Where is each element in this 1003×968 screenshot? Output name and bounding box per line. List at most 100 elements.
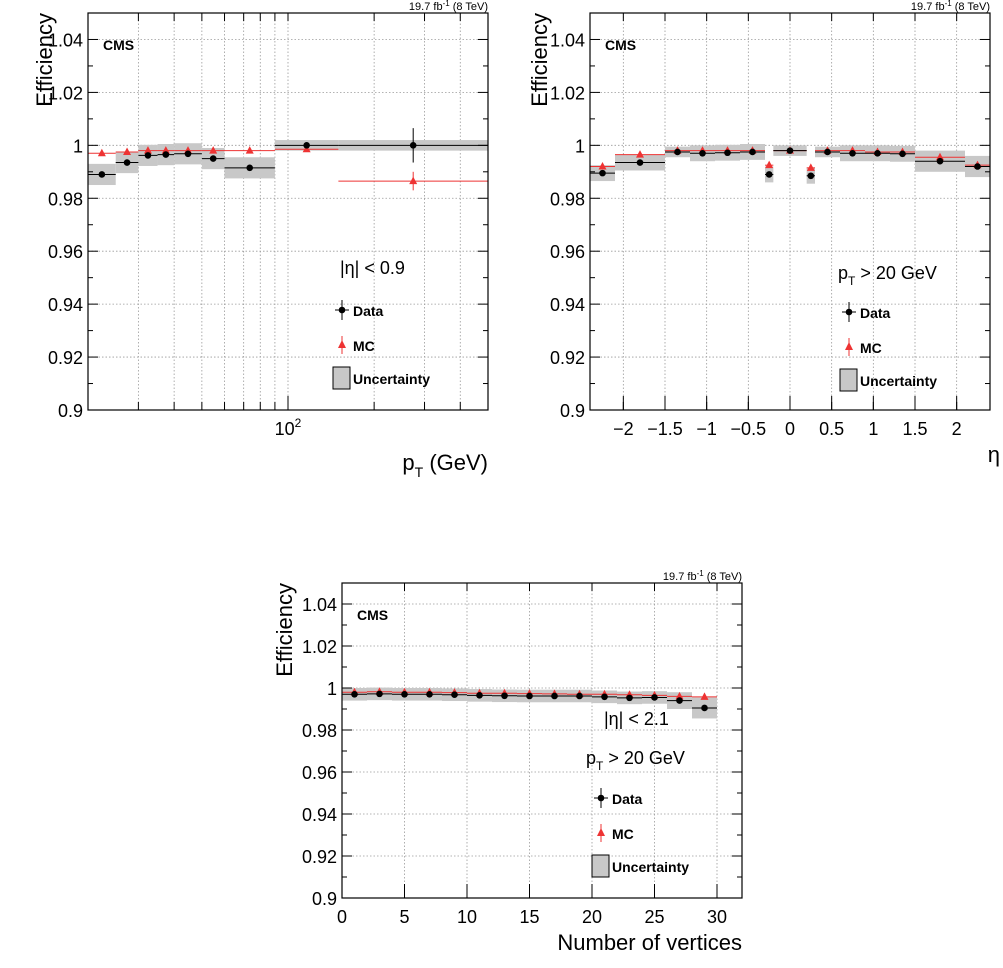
data-point [701, 704, 708, 712]
data-point [636, 159, 644, 166]
data-point [824, 148, 831, 156]
y-tick-label: 0.94 [302, 805, 337, 825]
data-point [426, 691, 433, 698]
data-point [849, 149, 856, 157]
mc-point [806, 163, 815, 171]
x-tick-label: 1.5 [902, 419, 927, 439]
cms-tag: CMS [357, 607, 388, 623]
x-tick-label: 0.5 [819, 419, 844, 439]
mc-point [636, 150, 644, 158]
y-axis-label: Efficiency [32, 13, 57, 107]
x-tick-label-text: 0 [785, 419, 795, 439]
data-point [401, 691, 408, 698]
x-tick-label-text: −2 [613, 419, 634, 439]
legend-mc-marker [597, 828, 605, 836]
cut-pt-main: p [838, 263, 848, 283]
lumi-text: 19.7 fb [911, 1, 945, 13]
data-point [874, 149, 881, 157]
y-tick-label: 1.04 [550, 30, 585, 50]
y-tick-label: 1 [575, 136, 585, 156]
y-tick-label: 0.92 [302, 847, 337, 867]
lumi-header: 19.7 fb-1 (8 TeV) [911, 0, 990, 13]
data-point [676, 697, 683, 704]
data-point [209, 155, 217, 162]
legend-unc-box [591, 854, 610, 878]
data-point [599, 169, 606, 177]
x-tick-label: 102 [275, 416, 302, 439]
legend-unc-box [839, 368, 858, 392]
x-tick-label: 2 [952, 419, 962, 439]
x-tick-label-text: 5 [399, 907, 409, 927]
mc-point [97, 148, 106, 157]
cut-pt-main: p [586, 748, 596, 768]
data-point [974, 163, 981, 170]
data-point [246, 164, 254, 172]
x-tick-label: 30 [707, 907, 727, 927]
x-tick-label-text: −1.5 [647, 419, 683, 439]
mc-point [700, 692, 709, 700]
data-point [98, 171, 106, 178]
legend-mc-label: MC [612, 826, 634, 842]
mc-point [936, 152, 944, 161]
legend: Data MC Uncertainty [591, 788, 689, 878]
legend-unc-box [332, 366, 351, 390]
plot-frame [341, 582, 743, 899]
cut-pt: pT > 20 GeV [586, 748, 685, 773]
y-tick-label: 0.9 [560, 401, 585, 421]
data-point [626, 694, 633, 702]
data-point [551, 692, 558, 700]
x-tick-label-text: 15 [519, 907, 539, 927]
x-tick-label-text: 25 [644, 907, 664, 927]
cut-eta: |η| < 0.9 [340, 258, 405, 278]
x-tick-label-text: 30 [707, 907, 727, 927]
data-point [724, 149, 731, 157]
data-point [476, 692, 483, 699]
mc-point [143, 146, 152, 154]
x-axis-label-main: Number of vertices [557, 930, 742, 955]
x-tick-label-text: 2 [952, 419, 962, 439]
cut-pt: pT > 20 GeV [838, 263, 937, 288]
y-tick-label: 1 [327, 679, 337, 699]
y-tick-label: 0.98 [550, 189, 585, 209]
data-point [749, 148, 756, 156]
x-axis-label: pT (GeV) [402, 450, 488, 480]
y-tick-label: 0.9 [58, 401, 83, 421]
mc-point [123, 147, 132, 155]
legend-mc-marker [845, 342, 853, 350]
y-tick-label: 0.96 [302, 763, 337, 783]
chart-pt: 0.9 0.92 0.94 0.96 0.98 1 1.02 1.04 102 19.7 fb-1… [32, 0, 489, 480]
legend-mc-marker [338, 340, 346, 348]
data-point [674, 148, 681, 156]
y-tick-label: 1.02 [48, 83, 83, 103]
y-tick-label: 0.96 [550, 242, 585, 262]
chart-nvtx: 0.9 0.92 0.94 0.96 0.98 1 1.02 1.04 0 5 10 15 20 25 30… [272, 569, 743, 955]
data-point [184, 150, 192, 158]
lumi-tail: (8 TeV) [952, 1, 990, 13]
y-tick-label: 1.02 [550, 83, 585, 103]
data-point [123, 159, 131, 166]
x-axis-label-main: p [402, 450, 414, 475]
x-tick-label: −2 [613, 419, 634, 439]
y-tick-label: 1.02 [302, 637, 337, 657]
x-tick-label: 0 [785, 419, 795, 439]
x-tick-label: 5 [399, 907, 409, 927]
x-tick-label-sup: 2 [295, 416, 302, 430]
mc-point [765, 160, 774, 169]
x-tick-label: 0 [337, 907, 347, 927]
x-tick-label-text: 1.5 [902, 419, 927, 439]
data-point [376, 690, 383, 698]
y-tick-label: 1 [73, 136, 83, 156]
x-tick-label-text: 0 [337, 907, 347, 927]
x-axis-label-sub: T [415, 464, 424, 480]
cut-pt-tail: > 20 GeV [855, 263, 937, 283]
x-tick-label: 10 [457, 907, 477, 927]
x-tick-label-text: 10 [457, 907, 477, 927]
lumi-sup: -1 [945, 0, 953, 8]
data-point [501, 692, 508, 700]
x-axis-label: η [988, 442, 1000, 467]
y-tick-label: 0.96 [48, 242, 83, 262]
legend-data-marker [845, 308, 853, 316]
x-axis-label-tail: (GeV) [423, 450, 488, 475]
legend-data-label: Data [353, 303, 384, 319]
